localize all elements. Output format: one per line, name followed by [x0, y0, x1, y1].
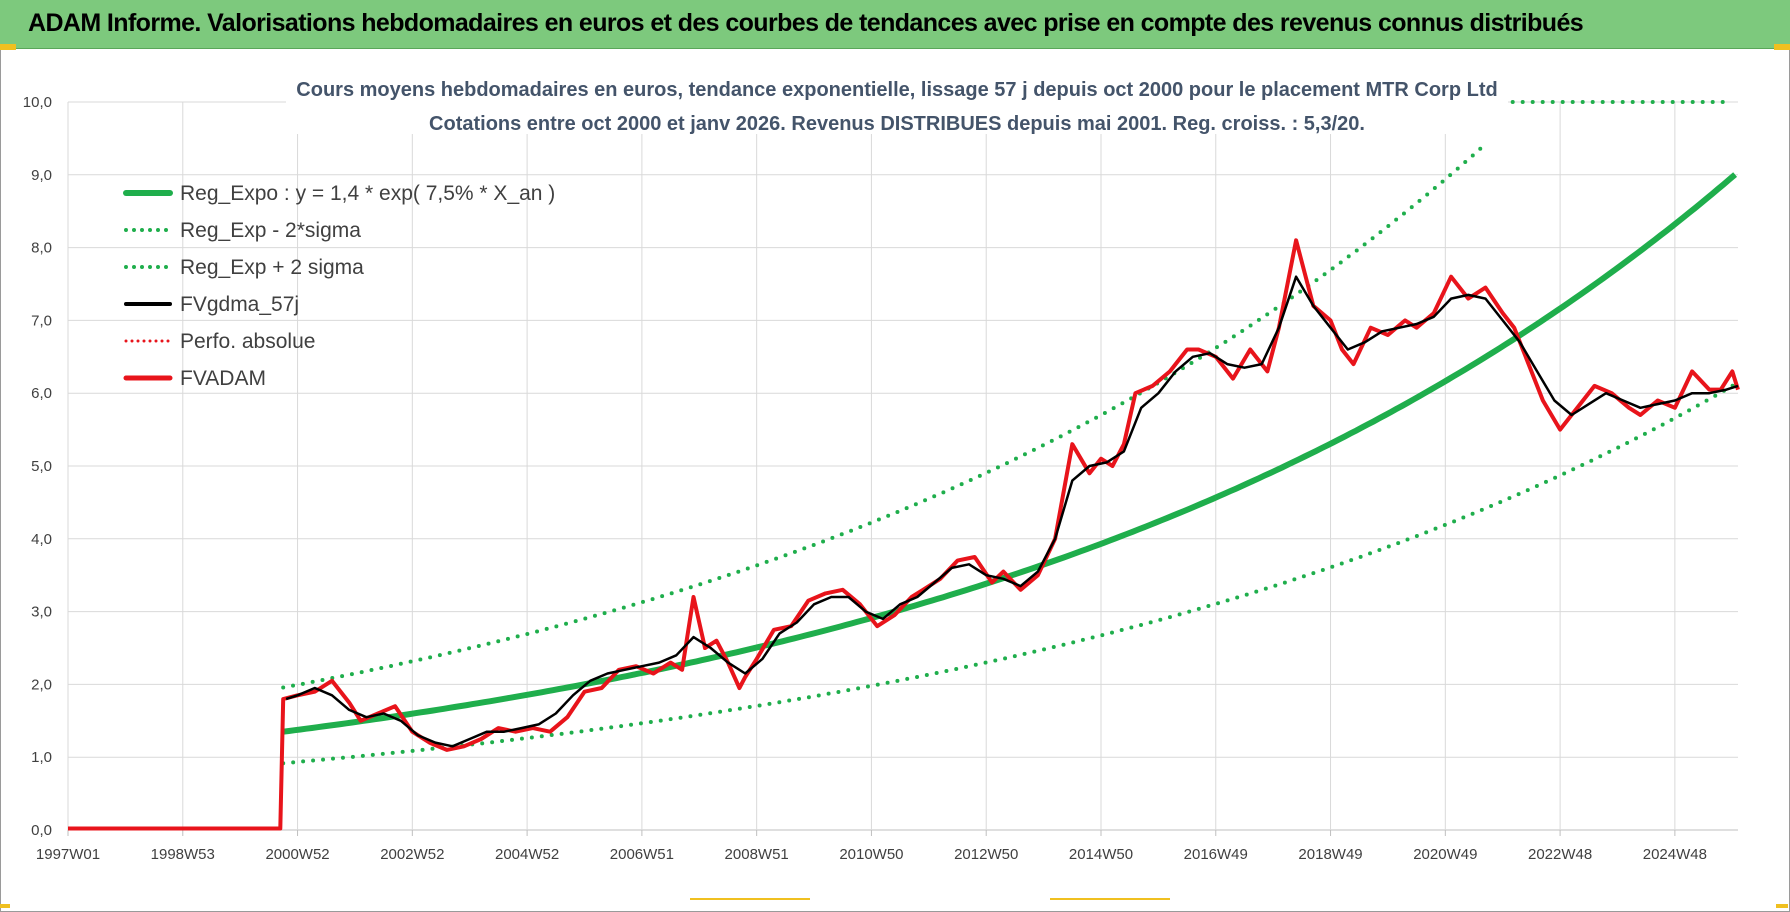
- legend-label: FVgdma_57j: [180, 293, 299, 316]
- legend-label: Reg_Expo : y = 1,4 * exp( 7,5% * X_an ): [180, 182, 555, 205]
- y-tick-label: 9,0: [31, 167, 52, 184]
- y-tick-label: 10,0: [23, 94, 52, 111]
- x-tick-label: 2014W50: [1069, 846, 1133, 863]
- series-layer: [68, 100, 1740, 831]
- legend-label: Reg_Exp - 2*sigma: [180, 219, 361, 242]
- x-tick-label: 2004W52: [495, 846, 559, 863]
- series-reg-expo: [282, 172, 1738, 735]
- legend-label: Reg_Exp + 2 sigma: [180, 256, 364, 279]
- y-tick-label: 3,0: [31, 604, 52, 621]
- x-tick-label: 2012W50: [954, 846, 1018, 863]
- page-title: ADAM Informe. Valorisations hebdomadaire…: [28, 9, 1584, 37]
- legend-label: FVADAM: [180, 367, 266, 390]
- corner-marker-left: [0, 44, 16, 50]
- y-tick-label: 6,0: [31, 385, 52, 402]
- bottom-marker-2: [1050, 898, 1170, 900]
- y-axis: 0,0 1,0 2,0 3,0 4,0 5,0 6,0 7,0 8,0 9,0 10,0: [23, 94, 52, 839]
- corner-marker-right: [1774, 44, 1790, 50]
- series-fvgdma-57j: [285, 275, 1739, 748]
- header-bar: ADAM Informe. Valorisations hebdomadaire…: [0, 0, 1790, 49]
- y-tick-label: 2,0: [31, 676, 52, 693]
- chart-title-line-2: Cotations entre oct 2000 et janv 2026. R…: [429, 113, 1365, 135]
- corner-marker-bottom-right: [1776, 904, 1788, 908]
- x-tick-label: 2010W50: [839, 846, 903, 863]
- y-tick-label: 8,0: [31, 240, 52, 257]
- y-tick-label: 7,0: [31, 312, 52, 329]
- series-reg-exp-plus-2sigma: [281, 144, 1485, 690]
- x-axis: 1997W01 1998W53 2000W52 2002W52 2004W52 2006W…: [36, 846, 1707, 863]
- y-tick-label: 4,0: [31, 531, 52, 548]
- x-tick-label: 2020W49: [1413, 846, 1477, 863]
- y-tick-label: 0,0: [31, 822, 52, 839]
- x-tick-label: 2024W48: [1643, 846, 1707, 863]
- chart-title-line-1: Cours moyens hebdomadaires en euros, ten…: [296, 79, 1497, 101]
- x-tick-label: 2000W52: [265, 846, 329, 863]
- x-tick-label: 1997W01: [36, 846, 100, 863]
- x-tick-label: 1998W53: [151, 846, 215, 863]
- chart-title: Cours moyens hebdomadaires en euros, ten…: [286, 68, 1508, 135]
- x-tick-label: 2006W51: [610, 846, 674, 863]
- x-tick-label: 2016W49: [1184, 846, 1248, 863]
- y-tick-label: 5,0: [31, 458, 52, 475]
- legend-label: Perfo. absolue: [180, 330, 315, 353]
- series-fvadam: [68, 238, 1740, 831]
- title-background: [286, 68, 1508, 134]
- x-tick-label: 2018W49: [1298, 846, 1362, 863]
- chart-area: 0,0 1,0 2,0 3,0 4,0 5,0 6,0 7,0 8,0 9,0 10,0 1997W…: [23, 68, 1740, 863]
- x-tick-label: 2002W52: [380, 846, 444, 863]
- bottom-marker-1: [690, 898, 810, 900]
- y-tick-label: 1,0: [31, 749, 52, 766]
- x-tick-label: 2008W51: [725, 846, 789, 863]
- legend: Reg_Expo : y = 1,4 * exp( 7,5% * X_an ) R…: [123, 182, 555, 390]
- corner-marker-bottom-left: [0, 904, 10, 908]
- x-tick-label: 2022W48: [1528, 846, 1592, 863]
